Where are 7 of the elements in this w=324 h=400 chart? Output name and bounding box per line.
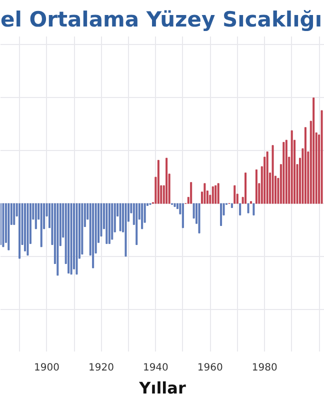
x-tick-label: 1940 [142, 362, 168, 374]
x-tick-label: 1900 [34, 362, 60, 374]
x-axis-title: Yıllar [138, 378, 186, 398]
x-tick-label: 1960 [197, 362, 223, 374]
x-tick-label: 1920 [88, 362, 114, 374]
chart-title: el Ortalama Yüzey Sıcaklığı [0, 8, 322, 32]
x-tick-label: 1980 [252, 362, 278, 374]
